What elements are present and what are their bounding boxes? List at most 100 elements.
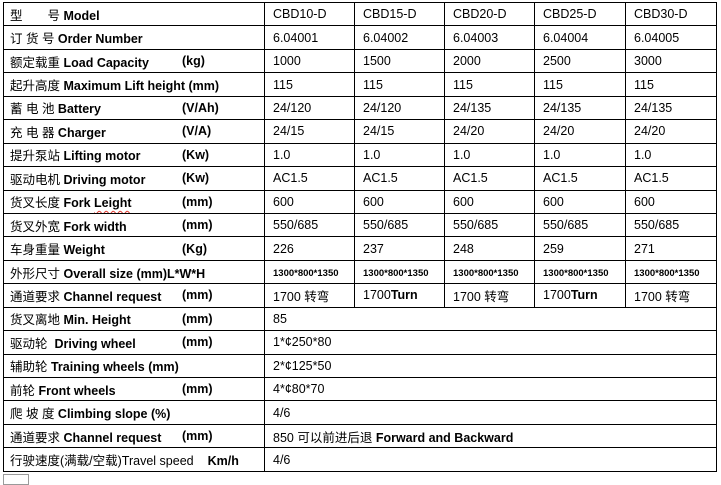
text-part: 24/120 [363,100,402,115]
row-label-max-lift-height: 起升高度 Maximum Lift height (mm) [3,72,265,97]
text-part: 订 货 号 [10,32,58,47]
text-part: (Kw) [182,171,210,186]
row-label-channel-request-length: 通道要求 Channel request (mm) [3,423,265,449]
text-part: Min. Height [63,313,131,328]
row-label-lifting-motor: 提升泵站 Lifting motor (Kw) [3,142,265,168]
text-part: 24/15 [363,124,395,139]
value-cell-channel-request-turn-col4: 1700Turn [534,283,626,308]
value-cell-model-col5: CBD30-D [625,1,717,27]
text-part: 1500 [363,54,391,69]
row-label-driving-wheel: 驱动轮 Driving wheel (mm) [3,330,265,355]
value-cell-channel-request-turn-col3: 1700 转弯 [444,283,535,308]
row-value-travel-speed: 4/6 [264,447,717,472]
value-cell-model-col4: CBD25-D [534,1,626,27]
value-cell-weight-col2: 237 [354,236,445,261]
text-part: (mm) [182,335,213,350]
text-part: 通道要求 [10,289,64,304]
text-part: 爬 坡 度 [10,407,58,422]
row-value-driving-wheel: 1*¢250*80 [264,330,717,355]
text-part: 外形尺寸 [10,266,64,281]
text-part: 1700 [363,288,391,303]
value-cell-driving-motor-col5: AC1.5 [625,166,717,191]
text-part: 24/20 [634,124,666,139]
text-part: 850 可以前进后退 [273,430,376,445]
text-part: 24/15 [273,124,305,139]
text-part: CBD25-D [543,7,597,22]
text-part: 1300*800*1350 [543,268,609,280]
value-cell-load-capacity-col1: 1000 [264,48,355,74]
table-row-max-lift-height: 起升高度 Maximum Lift height (mm) 115 115 115 11… [3,72,717,97]
value-cell-order-number-col5: 6.04005 [625,25,717,50]
text-part: Front wheels [38,383,116,398]
value-cell-lifting-motor-col2: 1.0 [354,142,445,168]
text-part: Order Number [57,32,143,47]
value-cell-overall-size-col3: 1300*800*1350 [444,259,535,285]
text-part: 1300*800*1350 [634,268,700,280]
text-part: (kg) [182,54,205,69]
value-cell-overall-size-col4: 1300*800*1350 [534,259,626,285]
table-row-overall-size: 外形尺寸 Overall size (mm)L*W*H 1300*800*1350… [3,259,717,285]
value-cell-driving-motor-col1: AC1.5 [264,166,355,191]
text-part: 115 [363,77,383,92]
row-label-load-capacity: 额定载重 Load Capacity (kg) [3,48,265,74]
value-cell-max-lift-height-col1: 115 [264,72,355,97]
value-cell-weight-col5: 271 [625,236,717,261]
text-part: (mm) [182,382,213,397]
text-part: Climbing slope (%) [57,407,171,422]
row-label-charger: 充 电 器 Charger (V/A) [3,119,265,144]
value-cell-order-number-col3: 6.04003 [444,25,535,50]
value-cell-lifting-motor-col1: 1.0 [264,142,355,168]
text-part: 24/120 [273,100,312,115]
text-part: 车身重量 [10,243,64,258]
table-row-fork-length: 货叉长度 Fork Leight (mm) 600 600 600 600 600 [3,189,717,214]
table-row-channel-request-turn: 通道要求 Channel request (mm) 1700 转弯 1700Turn 1… [3,283,717,308]
text-part: 型 号 [10,8,64,23]
text-part: 550/685 [453,218,499,233]
text-part: Training wheels (mm) [50,360,179,375]
text-part: 115 [543,77,563,92]
table-row-travel-speed: 行驶速度(满载/空载)Travel speed Km/h 4/6 [3,447,717,472]
text-part: AC1.5 [453,171,488,186]
table-row-min-height: 货叉离地 Min. Height (mm) 85 [3,306,717,332]
row-label-fork-length: 货叉长度 Fork Leight (mm) [3,189,265,214]
row-value-front-wheels: 4*¢80*70 [264,376,717,402]
table-row-battery: 蓄 电 池 Battery (V/Ah) 24/120 24/120 24/135 24/… [3,95,717,121]
value-cell-battery-col3: 24/135 [444,95,535,121]
value-cell-fork-length-col1: 600 [264,189,355,214]
value-cell-charger-col3: 24/20 [444,119,535,144]
text-part: 6.04002 [363,30,409,45]
text-part: Lifting motor [63,149,141,164]
text-part: Charger [57,125,106,140]
row-label-min-height: 货叉离地 Min. Height (mm) [3,306,265,332]
value-cell-driving-motor-col3: AC1.5 [444,166,535,191]
value-cell-fork-length-col4: 600 [534,189,626,214]
clipped-box-fragment [3,474,29,485]
text-part: Battery [57,102,101,117]
text-part: 充 电 器 [10,125,58,140]
text-part: Forward and Backward [375,430,514,445]
text-part: 24/20 [453,124,485,139]
value-cell-fork-length-col3: 600 [444,189,535,214]
value-cell-order-number-col4: 6.04004 [534,25,626,50]
text-part: Overall size (mm)L*W*H [63,266,206,281]
text-part: 1700 [543,288,571,303]
text-part: 226 [273,241,294,256]
text-part: Channel request [63,289,162,304]
table-row-climbing-slope: 爬 坡 度 Climbing slope (%) 4/6 [3,400,717,425]
text-part: AC1.5 [634,171,669,186]
text-part: 行驶速度(满载/空载)Travel speed [10,454,194,469]
text-part: 通道要求 [10,430,64,445]
text-part: 6.04004 [543,30,589,45]
misspelled-word: Leight [94,196,132,211]
value-cell-lifting-motor-col3: 1.0 [444,142,535,168]
value-cell-model-col3: CBD20-D [444,1,535,27]
text-part: 驱动电机 [10,172,64,187]
value-cell-fork-width-col3: 550/685 [444,212,535,238]
text-part: 248 [453,241,474,256]
table-row-weight: 车身重量 Weight (Kg) 226 237 248 259 271 [3,236,717,261]
value-cell-load-capacity-col5: 3000 [625,48,717,74]
value-cell-fork-width-col1: 550/685 [264,212,355,238]
text-part: 115 [273,77,293,92]
text-part: Turn [570,288,598,303]
value-cell-battery-col5: 24/135 [625,95,717,121]
